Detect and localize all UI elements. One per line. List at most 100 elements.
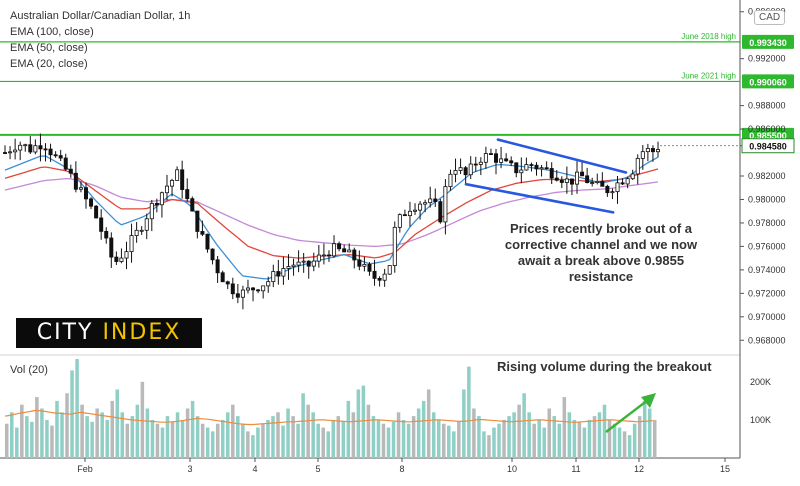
candle-body	[271, 271, 276, 283]
x-tick-label: 4	[252, 464, 257, 474]
candle-body	[3, 152, 8, 154]
volume-bar	[562, 397, 567, 458]
candle-body	[180, 169, 185, 190]
volume-bar	[65, 393, 69, 458]
volume-bar	[145, 408, 150, 458]
candle-body	[240, 289, 245, 298]
x-tick-label: 3	[187, 464, 192, 474]
volume-bar	[376, 419, 381, 458]
y-tick-label: 0.970000	[748, 312, 786, 322]
candle-body	[13, 149, 18, 153]
candle-body	[483, 153, 488, 163]
legend-ema100: EMA (100, close)	[10, 26, 94, 38]
volume-bar	[60, 412, 64, 458]
level-tag-text: 0.993430	[749, 38, 787, 48]
channel-line	[496, 138, 628, 174]
candle-body	[225, 281, 230, 285]
y-tick-label: 0.978000	[748, 218, 786, 228]
candle-body	[585, 175, 590, 183]
volume-bar	[326, 431, 330, 458]
candle-body	[78, 187, 83, 190]
volume-bar	[351, 412, 356, 458]
candle-body	[620, 182, 625, 185]
volume-bar	[517, 404, 521, 458]
candle-body	[296, 261, 301, 266]
volume-bar	[622, 431, 627, 458]
candle-body	[195, 210, 200, 232]
candle-body	[124, 251, 129, 259]
channel-annotation-line-3: await a break above 0.9855	[517, 253, 685, 268]
candle-body	[564, 178, 569, 183]
volume-bar	[85, 416, 89, 458]
candle-body	[43, 148, 48, 151]
volume-bar	[45, 419, 49, 458]
candle-body	[261, 285, 266, 292]
volume-bar	[361, 385, 366, 458]
volume-bar	[512, 412, 516, 458]
volume-bar	[195, 416, 200, 458]
volume-bar	[371, 416, 376, 458]
candle-body	[185, 189, 190, 200]
candle-body	[347, 249, 352, 253]
candle-body	[306, 260, 311, 267]
candle-body	[230, 283, 235, 295]
candle-body	[94, 205, 99, 219]
volume-bar	[311, 412, 315, 458]
x-tick-label: Feb	[77, 464, 93, 474]
candle-body	[549, 168, 554, 179]
candle-body	[367, 263, 372, 272]
current-price-tag-bg	[741, 138, 795, 154]
candle-body	[89, 198, 94, 207]
candle-body	[569, 178, 574, 185]
x-tick-label: 11	[571, 464, 580, 474]
volume-bar	[632, 423, 637, 458]
volume-bar	[547, 408, 552, 458]
channel-annotation-line-2: corrective channel and we now	[504, 237, 698, 252]
volume-bar	[567, 412, 572, 458]
volume-bar	[391, 421, 396, 458]
volume-bar	[301, 393, 305, 458]
level-tag-text: 0.990060	[749, 77, 787, 87]
volume-bar	[537, 419, 541, 458]
candle-body	[504, 158, 509, 162]
volume-bar	[120, 412, 125, 458]
volume-bar	[200, 423, 205, 458]
candle-body	[326, 254, 331, 257]
volume-bar	[316, 423, 320, 458]
candle-body	[190, 198, 195, 212]
candle-body	[18, 144, 23, 151]
x-tick-label: 15	[720, 464, 730, 474]
channel-annotation-line-4: resistance	[568, 269, 634, 284]
level-label: June 2018 high	[681, 32, 736, 41]
candle-body	[625, 178, 630, 185]
candle-body	[73, 172, 78, 190]
volume-bar	[185, 408, 190, 458]
candle-body	[301, 260, 306, 263]
channel-line	[464, 182, 615, 214]
candle-body	[630, 173, 635, 180]
volume-bar	[140, 381, 145, 458]
price-pane: June 2018 high June 2021 high	[0, 32, 740, 310]
volume-bar	[572, 419, 577, 458]
candle-body	[164, 185, 169, 194]
candle-body	[8, 151, 13, 154]
volume-bar	[165, 416, 170, 458]
candle-body	[332, 243, 337, 257]
volume-bar	[522, 393, 526, 458]
candle-body	[321, 254, 326, 257]
volume-bar	[220, 419, 225, 458]
volume-bar	[286, 408, 290, 458]
candle-body	[423, 202, 428, 205]
volume-bar	[587, 419, 592, 458]
candle-body	[519, 169, 524, 174]
candle-body	[337, 243, 342, 250]
candle-body	[488, 153, 493, 155]
candle-body	[266, 281, 271, 287]
currency-badge[interactable]: CAD	[754, 10, 786, 25]
volume-bar	[436, 419, 441, 458]
x-tick-label: 8	[399, 464, 404, 474]
candle-body	[159, 192, 164, 206]
volume-bar	[472, 408, 476, 458]
volume-bar	[602, 404, 607, 458]
y-tick-label: 0.982000	[748, 171, 786, 181]
